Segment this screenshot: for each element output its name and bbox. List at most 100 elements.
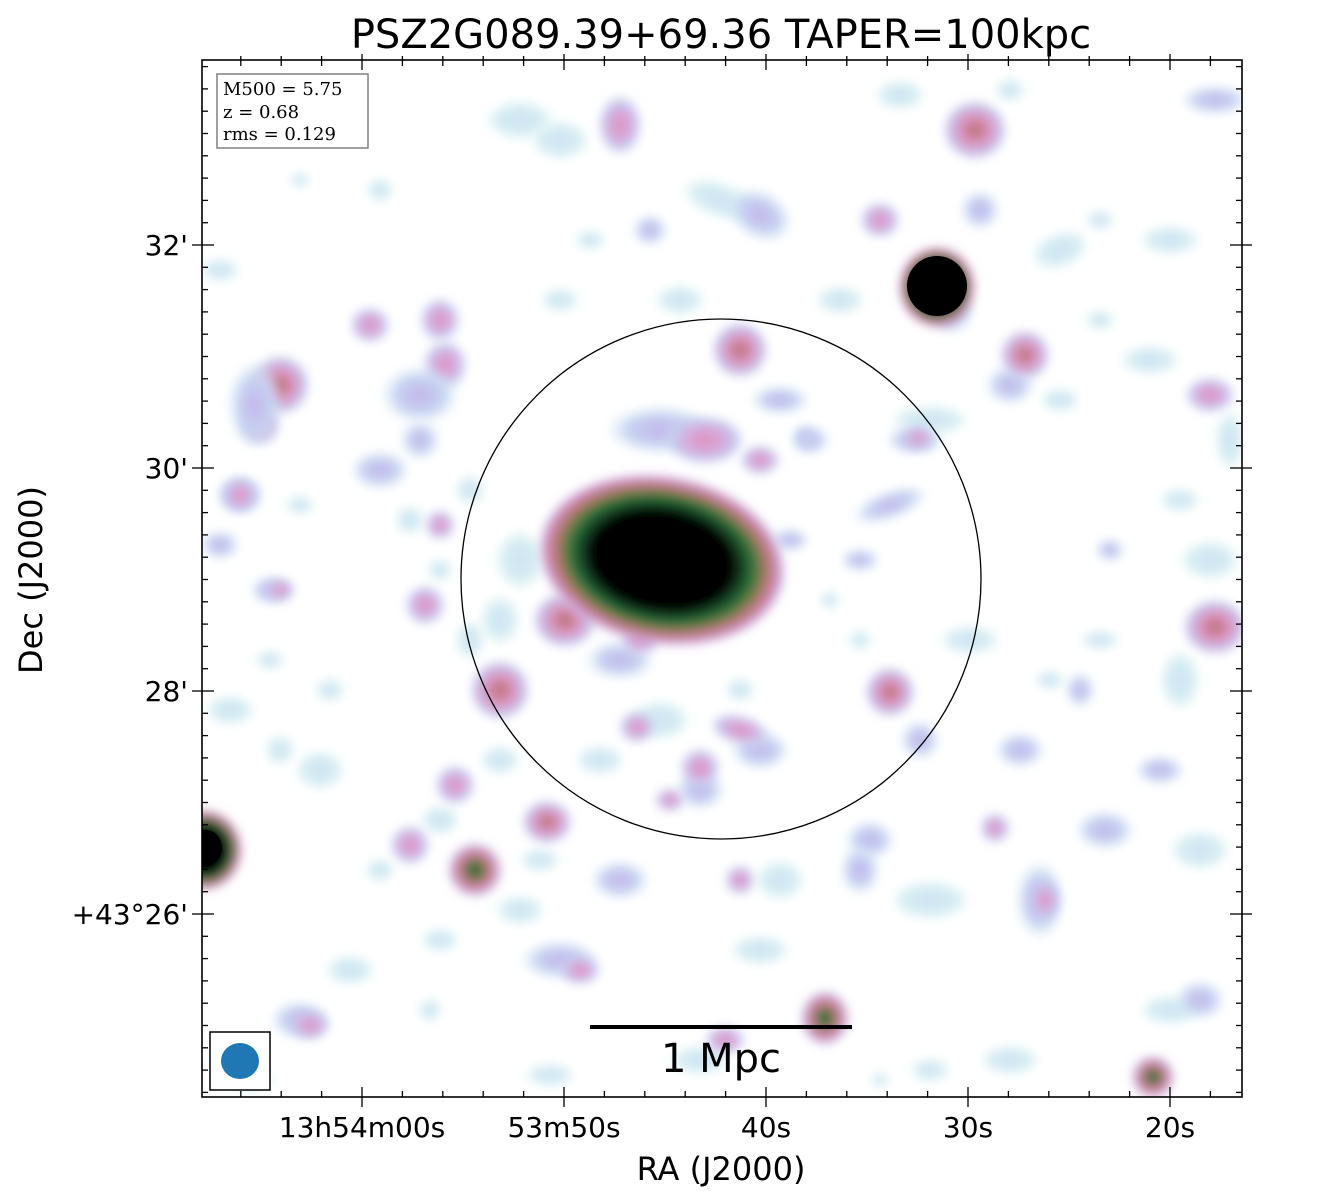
- emission-region: [1131, 1055, 1175, 1097]
- emission-region: [890, 880, 970, 920]
- emission-region: [995, 732, 1045, 768]
- emission-region: [1175, 980, 1225, 1020]
- tick-labels: 13h54m00s 53m50s 40s 30s 20s 32' 30' 28' +43°26': [72, 229, 1196, 1144]
- emission-region: [848, 630, 872, 650]
- bright-source: [202, 810, 242, 890]
- emission-region: [265, 735, 295, 765]
- x-tick-label: 40s: [741, 1111, 791, 1144]
- emission-region: [980, 813, 1010, 843]
- emission-region: [350, 450, 410, 490]
- emission-region: [710, 713, 770, 747]
- emission-region: [227, 360, 283, 450]
- x-tick-label: 20s: [1145, 1111, 1195, 1144]
- emission-region: [380, 365, 460, 425]
- emission-region: [265, 578, 295, 602]
- emission-region: [480, 595, 520, 645]
- beam-ellipse: [221, 1043, 259, 1079]
- emission-region: [655, 788, 685, 812]
- emission-region: [725, 865, 755, 895]
- info-m500: M500 = 5.75: [223, 79, 342, 100]
- source-core: [610, 520, 690, 596]
- emission-region: [712, 322, 768, 378]
- chart-title: PSZ2G089.39+69.36 TAPER=100kpc: [351, 12, 1091, 58]
- emission-region: [725, 678, 755, 702]
- emission-region: [1140, 225, 1200, 255]
- emission-region: [315, 678, 345, 702]
- emission-region: [750, 385, 810, 415]
- scale-bar-label: 1 Mpc: [661, 1036, 781, 1082]
- emission-region: [840, 548, 880, 572]
- emission-region: [480, 745, 520, 775]
- source-core: [202, 830, 222, 866]
- emission-region: [960, 190, 1000, 230]
- x-tick-label: 30s: [943, 1111, 993, 1144]
- emission-region: [598, 95, 642, 155]
- emission-region: [420, 928, 460, 952]
- emission-region: [1080, 630, 1120, 650]
- emission-region: [755, 860, 805, 900]
- y-tick-label: 28': [145, 675, 188, 708]
- emission-region: [1030, 880, 1060, 920]
- emission-region: [575, 745, 625, 775]
- emission-region: [852, 485, 928, 525]
- emission-region: [940, 625, 1000, 655]
- emission-region: [420, 298, 460, 342]
- emission-region: [910, 1058, 950, 1082]
- emission-region: [447, 842, 503, 898]
- emission-region: [1170, 830, 1230, 870]
- emission-region: [1185, 377, 1235, 413]
- emission-region: [530, 120, 590, 160]
- x-axis-label: RA (J2000): [637, 1150, 806, 1188]
- emission-region: [295, 750, 345, 790]
- y-tick-label: +43°26': [72, 898, 188, 931]
- y-tick-label: 32': [145, 229, 188, 262]
- emission-region: [350, 307, 390, 343]
- emission-region: [1183, 599, 1242, 655]
- emission-region: [425, 510, 455, 540]
- emission-region: [522, 800, 572, 844]
- info-rms: rms = 0.129: [223, 124, 336, 145]
- info-box-frame: [216, 73, 369, 149]
- emission-region: [400, 420, 440, 460]
- emission-region: [574, 230, 606, 250]
- info-redshift: z = 0.68: [223, 102, 299, 123]
- emission-region: [222, 477, 258, 513]
- emission-region: [435, 765, 475, 805]
- emission-region: [285, 495, 315, 515]
- emission-region: [365, 858, 395, 882]
- emission-region: [995, 78, 1025, 102]
- emission-region: [290, 172, 310, 188]
- emission-region: [590, 860, 650, 900]
- emission-region: [655, 285, 705, 315]
- emission-region: [428, 558, 452, 582]
- radio-emission-map: [202, 78, 1242, 1097]
- scale-bar: 1 Mpc: [590, 1025, 852, 1082]
- emission-region: [1095, 538, 1125, 562]
- emission-region: [727, 187, 793, 243]
- emission-region: [495, 530, 545, 590]
- plot-frame: [201, 59, 1243, 1098]
- emission-region: [405, 585, 445, 625]
- emission-region: [455, 620, 485, 660]
- emission-region: [840, 845, 880, 895]
- y-tick-label: 30': [145, 452, 188, 485]
- emission-region: [202, 258, 240, 282]
- emission-region: [1085, 210, 1115, 230]
- emission-region: [1031, 230, 1089, 270]
- emission-region: [860, 202, 900, 238]
- emission-region: [665, 415, 745, 465]
- emission-region: [900, 720, 940, 760]
- y-axis-label: Dec (J2000): [12, 486, 50, 674]
- emission-region: [1040, 388, 1080, 412]
- cluster-circle: [460, 318, 982, 840]
- emission-region: [793, 425, 817, 449]
- emission-region: [495, 895, 545, 925]
- emission-region: [800, 990, 850, 1046]
- emission-region: [870, 1072, 890, 1088]
- emission-region: [680, 748, 720, 788]
- emission-region: [1215, 410, 1242, 470]
- emission-region: [366, 178, 394, 202]
- axis-ticks: [192, 54, 1252, 1107]
